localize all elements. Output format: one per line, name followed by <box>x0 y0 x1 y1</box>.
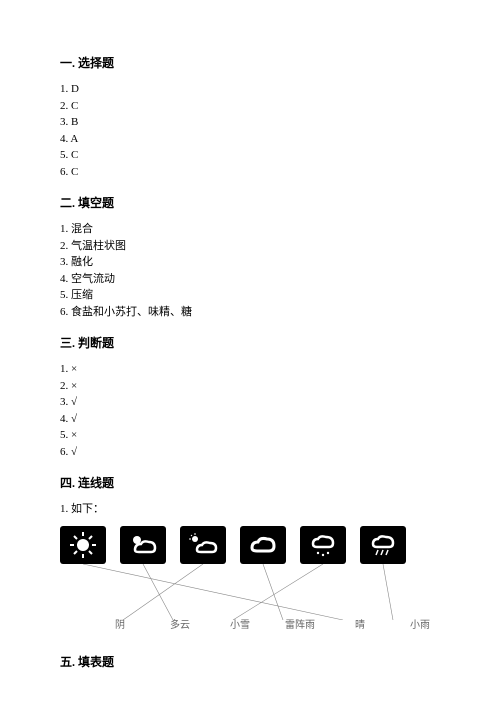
weather-icons-row <box>60 526 440 564</box>
choice-answer: 4. A <box>60 131 440 148</box>
weather-sun-icon <box>60 526 106 564</box>
choice-answer: 5. C <box>60 147 440 164</box>
section-2-title: 二. 填空题 <box>60 194 440 211</box>
match-intro: 1. 如下： <box>60 501 440 518</box>
judge-answer: 5. × <box>60 427 440 444</box>
fill-answer: 6. 食盐和小苏打、味精、糖 <box>60 304 440 321</box>
fill-answer: 5. 压缩 <box>60 287 440 304</box>
fill-answer: 4. 空气流动 <box>60 271 440 288</box>
weather-label: 阴 <box>100 616 140 631</box>
weather-label: 小雪 <box>220 616 260 631</box>
weather-cloud-sun-icon <box>120 526 166 564</box>
section-4-title: 四. 连线题 <box>60 474 440 491</box>
weather-cloud-rain-icon <box>360 526 406 564</box>
judge-answer: 1. × <box>60 361 440 378</box>
choice-answer: 3. B <box>60 114 440 131</box>
weather-label: 晴 <box>340 616 380 631</box>
weather-label: 雷阵雨 <box>280 616 320 631</box>
section-5-title: 五. 填表题 <box>60 653 440 670</box>
weather-label: 多云 <box>160 616 200 631</box>
weather-labels-row: 阴 多云 小雪 雷阵雨 晴 小雨 <box>100 616 440 631</box>
judge-answer: 3. √ <box>60 394 440 411</box>
weather-label: 小雨 <box>400 616 440 631</box>
choice-answer: 2. C <box>60 98 440 115</box>
choice-answer: 1. D <box>60 81 440 98</box>
weather-cloud-sun-light-icon <box>180 526 226 564</box>
judge-answer: 2. × <box>60 378 440 395</box>
answer-key-page: 一. 选择题 1. D 2. C 3. B 4. A 5. C 6. C 二. … <box>0 0 500 700</box>
fill-answer: 1. 混合 <box>60 221 440 238</box>
choice-answer: 6. C <box>60 164 440 181</box>
judge-answer: 6. √ <box>60 444 440 461</box>
section-1-title: 一. 选择题 <box>60 54 440 71</box>
fill-answer: 2. 气温柱状图 <box>60 238 440 255</box>
connection-lines <box>60 564 420 620</box>
judge-answer: 4. √ <box>60 411 440 428</box>
weather-cloud-snow-icon <box>300 526 346 564</box>
section-3-title: 三. 判断题 <box>60 334 440 351</box>
matching-diagram: 阴 多云 小雪 雷阵雨 晴 小雨 <box>60 526 440 631</box>
weather-cloud-overcast-icon <box>240 526 286 564</box>
fill-answer: 3. 融化 <box>60 254 440 271</box>
